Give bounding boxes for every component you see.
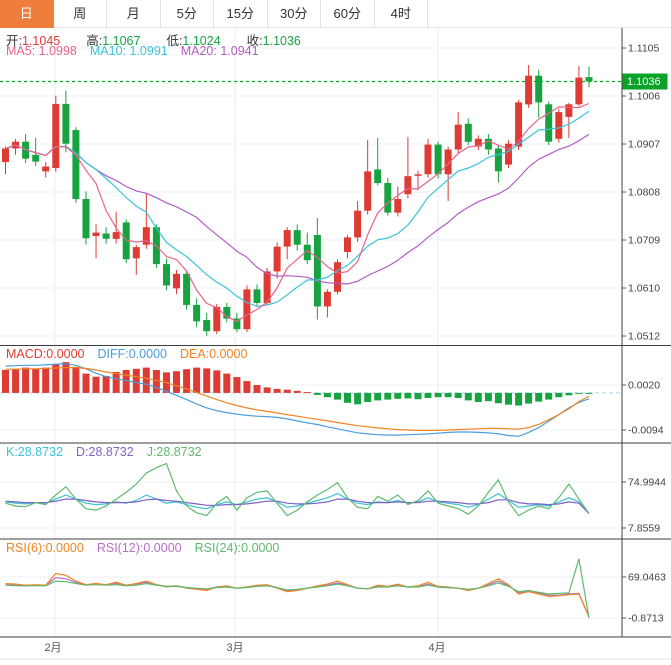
d-line (5, 498, 590, 515)
kdj-d: D:28.8732 (76, 445, 134, 459)
ma-ma20: MA20: 1.0941 (180, 44, 259, 58)
svg-text:1.0808: 1.0808 (628, 187, 660, 199)
ohlc-close: 收:1.1036 (246, 34, 301, 48)
rsi-rsi12: RSI(12):0.0000 (96, 541, 182, 555)
candlestick-layer (2, 65, 593, 336)
tab-m5[interactable]: 5分 (161, 0, 214, 28)
panel-separators (0, 28, 671, 660)
ohlc-open: 开:1.1045 (6, 34, 61, 48)
svg-text:0.0020: 0.0020 (628, 380, 660, 392)
ma-readout: MA5: 1.0998 MA10: 1.0991 MA20: 1.0941 (6, 44, 272, 58)
tab-h4[interactable]: 4时 (375, 0, 428, 28)
svg-text:1.1105: 1.1105 (628, 43, 659, 55)
tab-week[interactable]: 周 (54, 0, 107, 28)
ohlc-high: 高:1.1067 (86, 34, 141, 48)
svg-text:1.1036: 1.1036 (627, 76, 661, 88)
svg-text:-0.8713: -0.8713 (628, 613, 664, 625)
svg-text:-0.0094: -0.0094 (628, 425, 664, 437)
kdj-k: K:28.8732 (6, 445, 63, 459)
ohlc-readout: 开:1.1045 高:1.1067 低:1.1024 收:1.1036 (6, 30, 327, 49)
kdj-j: J:28.8732 (146, 445, 202, 459)
svg-text:74.9944: 74.9944 (628, 477, 666, 489)
month-label: 3月 (226, 642, 243, 654)
svg-text:1.0512: 1.0512 (628, 331, 660, 343)
tab-month[interactable]: 月 (107, 0, 161, 28)
ma-ma5: MA5: 1.0998 (6, 44, 77, 58)
rsi-readout: RSI(6):0.0000 RSI(12):0.0000 RSI(24):0.000… (6, 541, 292, 555)
svg-text:1.0709: 1.0709 (628, 235, 660, 247)
rsi-rsi6: RSI(6):0.0000 (6, 541, 84, 555)
macd-diff: DIFF:0.0000 (97, 347, 167, 361)
dea-line (5, 367, 590, 431)
macd-readout: MACD:0.0000 DIFF:0.0000 DEA:0.0000 (6, 347, 260, 361)
svg-text:69.0463: 69.0463 (628, 572, 666, 584)
timeframe-tabbar: 日周月 5分 15分 30分 60分 4时 (0, 0, 671, 28)
svg-text:1.1006: 1.1006 (628, 91, 660, 103)
rsi-rsi24: RSI(24):0.0000 (194, 541, 280, 555)
ma10-line (5, 110, 590, 308)
k-line (5, 492, 590, 514)
svg-text:1.0907: 1.0907 (628, 139, 660, 151)
price-axis: 1.1105 1.1006 1.0907 1.0808 1.0709 1.0610 1.05… (622, 43, 666, 625)
ma20-line (5, 133, 590, 285)
ohlc-low: 低:1.1024 (166, 34, 221, 48)
j-line (5, 462, 590, 517)
month-label: 2月 (44, 642, 61, 654)
gridlines (0, 28, 622, 637)
macd-dea: DEA:0.0000 (180, 347, 248, 361)
ma-ma10: MA10: 1.0991 (89, 44, 168, 58)
month-axis: 2月 3月 4月 (44, 642, 445, 654)
month-label: 4月 (428, 642, 445, 654)
tab-m30[interactable]: 30分 (268, 0, 321, 28)
tab-m15[interactable]: 15分 (214, 0, 268, 28)
diff-line (5, 363, 590, 437)
rsi24-line (5, 558, 590, 619)
tab-m60[interactable]: 60分 (321, 0, 375, 28)
macd-macd: MACD:0.0000 (6, 347, 85, 361)
current-price-badge: 1.1036 (622, 73, 668, 90)
svg-text:1.0610: 1.0610 (628, 283, 660, 295)
tab-day[interactable]: 日 (0, 0, 54, 28)
kdj-readout: K:28.8732 D:28.8732 J:28.8732 (6, 445, 215, 459)
svg-text:7.8559: 7.8559 (628, 523, 660, 535)
rsi6-line (5, 572, 590, 618)
ma5-line (5, 102, 590, 323)
